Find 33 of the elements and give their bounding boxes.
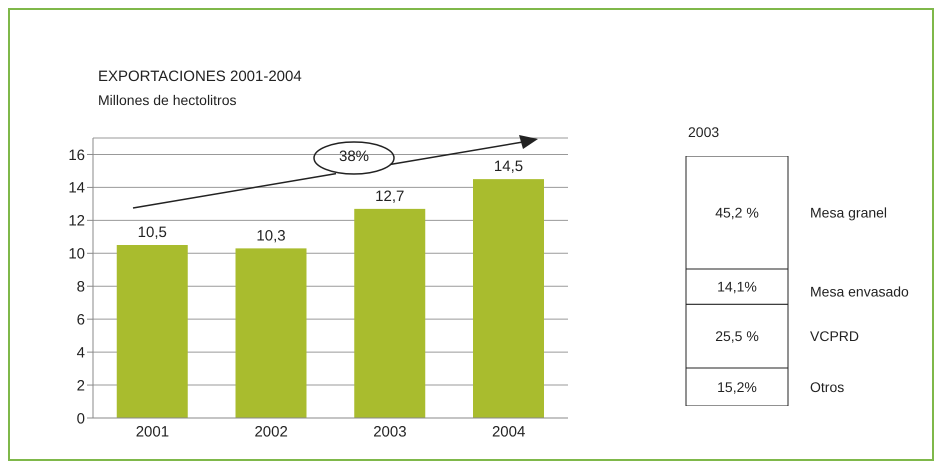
data-label: 45,2 % (715, 204, 759, 220)
y-tick-label: 2 (76, 377, 85, 394)
x-tick-label: 2001 (136, 424, 170, 441)
series-label: Mesa granel (810, 204, 888, 220)
annotation: 38% (338, 148, 370, 165)
bar (236, 248, 306, 418)
y-tick-label: 14 (68, 180, 85, 197)
data-label: 12,7 (375, 188, 404, 205)
y-axis-title: Millones de hectolitros (98, 92, 237, 108)
bar (116, 245, 188, 418)
x-tick-label: 2003 (373, 424, 407, 441)
x-tick-label: 2004 (492, 424, 526, 441)
chart-title: EXPORTACIONES 2001-2004 (98, 68, 302, 85)
bar (473, 179, 544, 418)
chart-title: 2003 (688, 124, 720, 140)
bar (354, 208, 426, 418)
y-tick-label: 12 (68, 212, 85, 230)
series-label: Otros (810, 379, 844, 395)
y-tick-label: 16 (68, 146, 85, 164)
data-label: 10,5 (138, 224, 167, 242)
data-label: 14,1% (717, 278, 757, 295)
series-label: Mesa envasado (810, 284, 910, 300)
data-label: 10,3 (256, 227, 286, 244)
y-tick-label: 0 (76, 410, 85, 428)
data-label: 14,5 (494, 158, 524, 176)
y-tick-label: 4 (76, 344, 85, 362)
data-label: 25,5 % (715, 328, 759, 344)
y-tick-label: 8 (76, 278, 85, 296)
x-tick-label: 2002 (254, 424, 288, 441)
y-tick-label: 10 (68, 246, 85, 263)
data-label: 15,2% (717, 378, 757, 395)
y-tick-label: 6 (76, 312, 85, 328)
series-label: VCPRD (810, 328, 860, 344)
